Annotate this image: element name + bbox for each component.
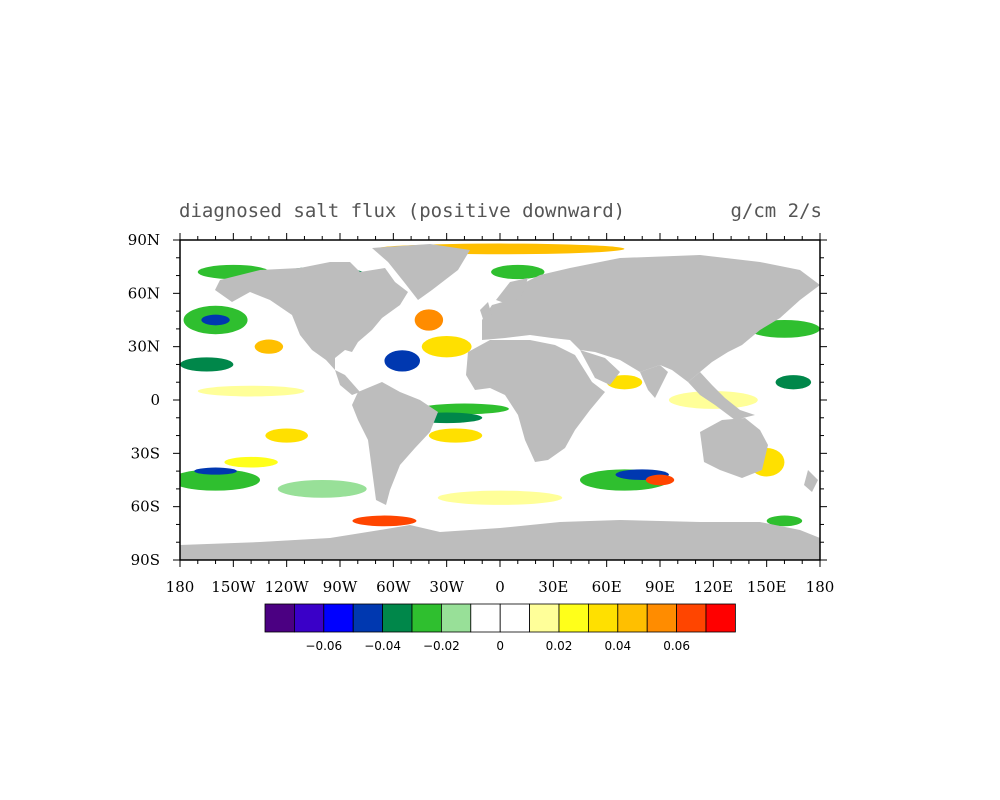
colorbar-box — [440, 603, 472, 633]
y-tick-label: 0 — [150, 391, 160, 409]
colorbar-box — [323, 603, 354, 633]
india-land — [640, 365, 668, 398]
greenland-land — [372, 244, 470, 300]
x-tick-label: 120W — [265, 578, 310, 596]
x-tick-label: 120E — [694, 578, 734, 596]
field-patch — [414, 309, 444, 331]
field-patch — [384, 350, 420, 372]
units-label: g/cm 2/s — [730, 200, 822, 222]
x-tick-label: 180 — [806, 578, 835, 596]
field-patch — [201, 314, 230, 326]
colorbar-label: 0 — [496, 639, 504, 653]
southeast-asia-land — [688, 372, 755, 420]
field-patch — [194, 467, 237, 475]
x-tick-label: 150E — [747, 578, 787, 596]
field-patch — [224, 456, 278, 468]
colorbar-label: 0.02 — [546, 639, 573, 653]
field-patch — [421, 336, 472, 358]
field-patch — [428, 428, 483, 443]
colorbar-label: 0.06 — [663, 639, 690, 653]
colorbar-box — [499, 603, 531, 633]
europe-asia-land — [482, 255, 820, 382]
y-tick-label: 60N — [128, 284, 160, 302]
field-patch — [197, 385, 305, 397]
central-america-land — [335, 370, 360, 395]
x-tick-label: 30W — [429, 578, 464, 596]
y-tick-label: 60S — [131, 498, 160, 516]
field-patch — [277, 480, 367, 498]
x-tick-label: 60W — [376, 578, 411, 596]
colorbar-box — [411, 603, 442, 633]
field-patch — [606, 375, 643, 390]
y-tick-label: 90N — [128, 231, 160, 249]
colorbar-label: −0.02 — [423, 639, 460, 653]
japan-land — [740, 318, 758, 340]
africa-land — [466, 340, 605, 462]
land-masses — [180, 244, 820, 560]
colorbar-box — [264, 603, 295, 633]
arabia-land — [580, 350, 620, 385]
colorbar-box — [352, 603, 384, 633]
x-tick-label: 60E — [592, 578, 622, 596]
colorbar-label: −0.06 — [305, 639, 342, 653]
latitude-axis: 90N 60N 30N 0 30S 60S 90S — [128, 231, 827, 569]
x-tick-label: 180 — [166, 578, 195, 596]
colorbar-box — [705, 603, 736, 633]
field-patch — [645, 474, 675, 486]
antarctica-land — [180, 520, 820, 560]
x-tick-label: 0 — [495, 578, 505, 596]
field-patch — [491, 264, 545, 280]
x-tick-label: 90W — [323, 578, 358, 596]
map-title: diagnosed salt flux (positive downward) — [179, 200, 626, 222]
x-tick-label: 30E — [538, 578, 568, 596]
y-tick-label: 30N — [128, 338, 160, 356]
colorbar-box — [470, 603, 501, 633]
field-patch — [766, 515, 803, 527]
field-patch — [352, 515, 417, 527]
field-patch — [180, 469, 260, 491]
colorbar-label: −0.04 — [364, 639, 401, 653]
field-patch — [265, 428, 308, 443]
colorbar-label: 0.04 — [604, 639, 631, 653]
y-tick-label: 90S — [131, 551, 160, 569]
longitude-axis: 180 150W 120W 90W 60W 30W 0 30E 60E 90E 120E 150E 18… — [166, 233, 835, 596]
british-isles-land — [480, 302, 492, 322]
south-america-land — [352, 382, 438, 505]
colorbar-box — [382, 603, 413, 633]
y-tick-label: 30S — [131, 444, 160, 462]
colorbar: −0.06 −0.04 −0.02 0 0.02 0.04 0.06 — [264, 603, 736, 653]
north-america-land — [215, 262, 408, 370]
colorbar-box — [617, 603, 648, 633]
colorbar-box — [646, 603, 678, 633]
field-patch — [420, 403, 509, 415]
colorbar-box — [588, 603, 619, 633]
field-patch — [254, 339, 284, 354]
colorbar-box — [293, 603, 325, 633]
field-patch — [437, 490, 563, 505]
colorbar-box — [558, 603, 589, 633]
x-tick-label: 90E — [645, 578, 675, 596]
x-tick-label: 150W — [211, 578, 256, 596]
scandinavia-land — [496, 278, 528, 305]
new-zealand-land — [804, 470, 818, 492]
australia-land — [700, 418, 768, 478]
colorbar-box — [529, 603, 560, 633]
field-patch — [180, 357, 234, 372]
field-patch — [775, 375, 812, 390]
colorbar-box — [676, 603, 707, 633]
